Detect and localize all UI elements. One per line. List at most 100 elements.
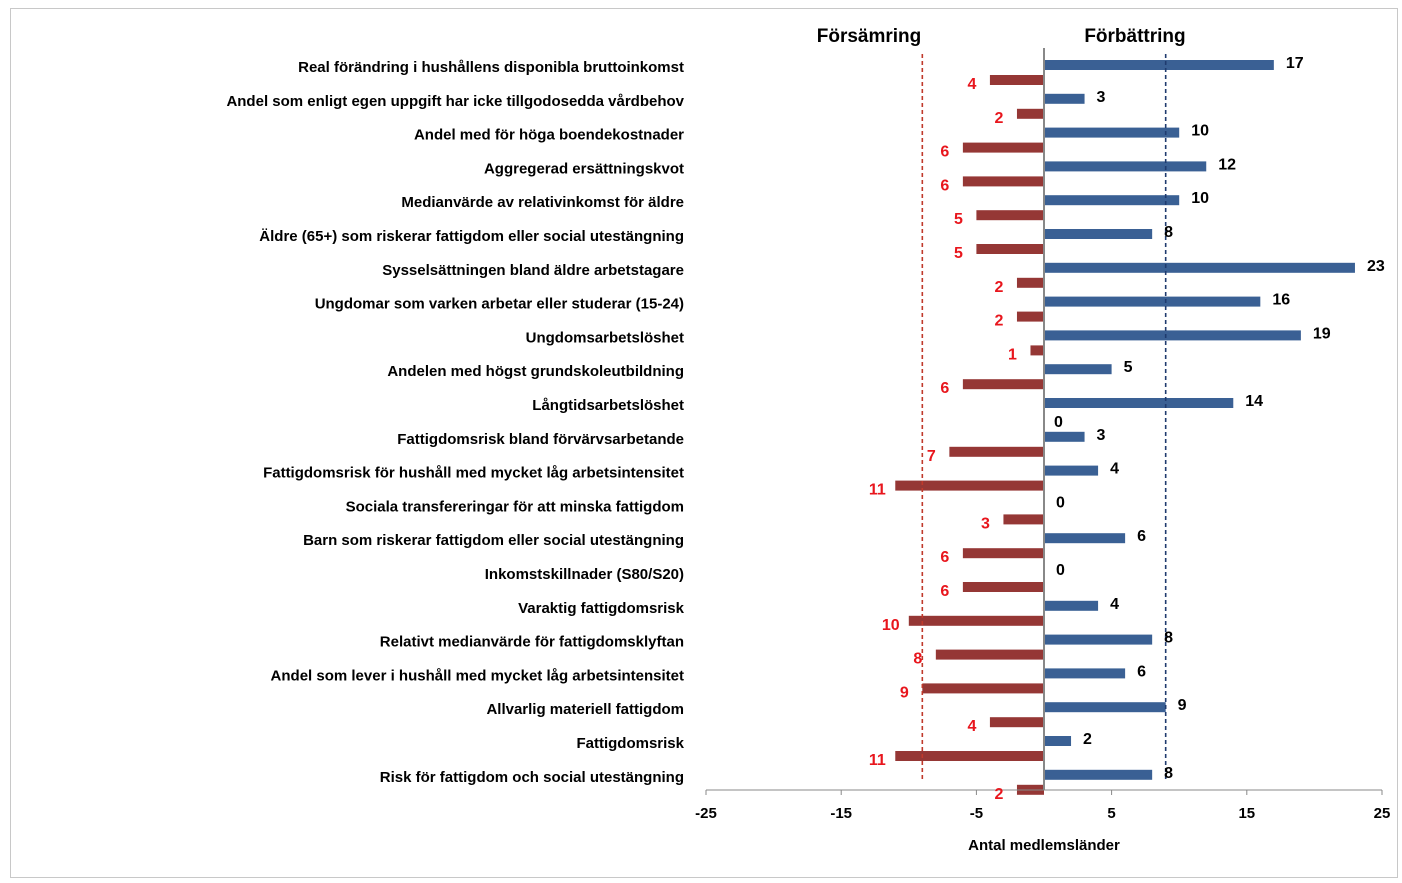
value-label-improvement: 8 bbox=[1164, 630, 1173, 647]
axes: -25 -15 -5 5 15 25 bbox=[695, 48, 1390, 822]
bar-improvement bbox=[1044, 736, 1072, 746]
category-label: Ungdomsarbetslöshet bbox=[526, 329, 684, 346]
value-label-decline: 2 bbox=[995, 279, 1004, 296]
value-label-improvement: 5 bbox=[1124, 359, 1133, 376]
category-label: Barn som riskerar fattigdom eller social… bbox=[303, 532, 684, 549]
bar-decline bbox=[949, 446, 1044, 457]
x-tick-label: 15 bbox=[1238, 805, 1255, 822]
bar-improvement bbox=[1044, 161, 1207, 172]
value-label-decline: 3 bbox=[981, 515, 990, 532]
reference-lines bbox=[921, 54, 1167, 780]
category-label: Relativt medianvärde för fattigdomsklyft… bbox=[380, 634, 684, 651]
value-label-improvement: 19 bbox=[1313, 325, 1331, 342]
category-label: Andelen med högst grundskoleutbildning bbox=[387, 363, 684, 380]
value-label-decline: 2 bbox=[995, 786, 1004, 803]
bar-improvement bbox=[1044, 127, 1180, 138]
value-label-improvement: 0 bbox=[1056, 562, 1065, 579]
category-label: Inkomstskillnader (S80/S20) bbox=[485, 566, 684, 583]
value-label-decline: 11 bbox=[869, 482, 886, 499]
bars bbox=[895, 60, 1355, 795]
bar-improvement bbox=[1044, 702, 1166, 713]
value-label-improvement: 3 bbox=[1097, 89, 1106, 106]
category-label: Långtidsarbetslöshet bbox=[532, 397, 684, 414]
value-label-decline: 1 bbox=[1008, 346, 1017, 363]
x-axis-title: Antal medlemsländer bbox=[968, 837, 1120, 854]
bar-decline bbox=[1016, 277, 1044, 288]
value-label-improvement: 17 bbox=[1286, 55, 1304, 72]
bar-improvement bbox=[1044, 668, 1126, 679]
value-label-improvement: 16 bbox=[1272, 292, 1290, 309]
value-label-improvement: 8 bbox=[1164, 765, 1173, 782]
value-label-decline: 6 bbox=[940, 583, 949, 600]
bar-decline bbox=[922, 683, 1044, 694]
category-label: Andel som enligt egen uppgift har icke t… bbox=[226, 93, 684, 110]
value-label-decline: 6 bbox=[940, 549, 949, 566]
category-label: Medianvärde av relativinkomst för äldre bbox=[401, 194, 684, 211]
value-label-decline: 7 bbox=[927, 448, 936, 465]
category-label: Fattigdomsrisk bland förvärvsarbetande bbox=[397, 431, 684, 448]
category-label: Andel med för höga boendekostnader bbox=[414, 127, 684, 144]
bar-decline bbox=[1030, 345, 1044, 356]
value-label-improvement: 0 bbox=[1056, 494, 1065, 511]
bar-decline bbox=[1003, 514, 1044, 525]
bar-decline bbox=[976, 244, 1044, 254]
value-label-decline: 0 bbox=[1054, 414, 1063, 431]
value-label-improvement: 4 bbox=[1110, 461, 1119, 478]
value-label-improvement: 4 bbox=[1110, 596, 1119, 613]
value-label-improvement: 8 bbox=[1164, 224, 1173, 241]
bar-decline bbox=[935, 649, 1044, 660]
bar-improvement bbox=[1044, 296, 1261, 307]
header-decline: Försämring bbox=[817, 26, 922, 47]
bar-improvement bbox=[1044, 93, 1085, 104]
value-label-improvement: 6 bbox=[1137, 528, 1146, 545]
value-label-improvement: 23 bbox=[1367, 258, 1385, 275]
value-label-decline: 2 bbox=[995, 110, 1004, 127]
labels: Real förändring i hushållens disponibla … bbox=[226, 55, 1384, 803]
bar-decline bbox=[989, 717, 1044, 728]
value-label-decline: 5 bbox=[954, 245, 963, 262]
value-label-decline: 10 bbox=[882, 617, 900, 634]
x-tick-label: 25 bbox=[1374, 805, 1391, 822]
category-label: Risk för fattigdom och social utestängni… bbox=[380, 769, 684, 786]
value-label-improvement: 3 bbox=[1097, 427, 1106, 444]
value-label-improvement: 2 bbox=[1083, 731, 1092, 748]
bar-improvement bbox=[1044, 364, 1112, 375]
bar-improvement bbox=[1044, 634, 1153, 645]
value-label-improvement: 10 bbox=[1191, 190, 1209, 207]
bar-improvement bbox=[1044, 431, 1085, 442]
bar-decline bbox=[1016, 311, 1044, 322]
value-label-improvement: 9 bbox=[1178, 697, 1187, 714]
x-tick-label: -15 bbox=[830, 805, 852, 822]
value-label-decline: 2 bbox=[995, 313, 1004, 330]
bar-decline bbox=[895, 480, 1044, 491]
category-label: Fattigdomsrisk bbox=[576, 735, 684, 752]
value-label-improvement: 12 bbox=[1218, 156, 1236, 173]
header-improvement: Förbättring bbox=[1084, 26, 1185, 47]
x-tick-label: -5 bbox=[970, 805, 983, 822]
category-label: Varaktig fattigdomsrisk bbox=[518, 600, 685, 617]
x-tick-label: 5 bbox=[1107, 805, 1115, 822]
bar-decline bbox=[962, 548, 1044, 559]
category-label: Sociala transfereringar för att minska f… bbox=[346, 498, 684, 515]
value-label-decline: 11 bbox=[869, 752, 886, 769]
bar-improvement bbox=[1044, 465, 1099, 476]
value-label-improvement: 14 bbox=[1245, 393, 1263, 410]
bar-improvement bbox=[1044, 330, 1301, 341]
bar-decline bbox=[989, 75, 1044, 85]
bar-improvement bbox=[1044, 229, 1153, 239]
value-label-decline: 9 bbox=[900, 684, 909, 701]
bar-improvement bbox=[1044, 600, 1099, 611]
bar-decline bbox=[1016, 108, 1044, 119]
bar-improvement bbox=[1044, 60, 1274, 70]
category-label: Real förändring i hushållens disponibla … bbox=[298, 59, 684, 76]
bar-decline bbox=[962, 379, 1044, 390]
category-label: Äldre (65+) som riskerar fattigdom eller… bbox=[259, 228, 684, 245]
bar-decline bbox=[962, 142, 1044, 153]
category-label: Ungdomar som varken arbetar eller studer… bbox=[315, 296, 684, 313]
value-label-improvement: 10 bbox=[1191, 123, 1209, 140]
bar-decline bbox=[908, 615, 1044, 626]
bar-improvement bbox=[1044, 769, 1153, 780]
bar-decline bbox=[895, 751, 1044, 761]
bar-improvement bbox=[1044, 533, 1126, 544]
